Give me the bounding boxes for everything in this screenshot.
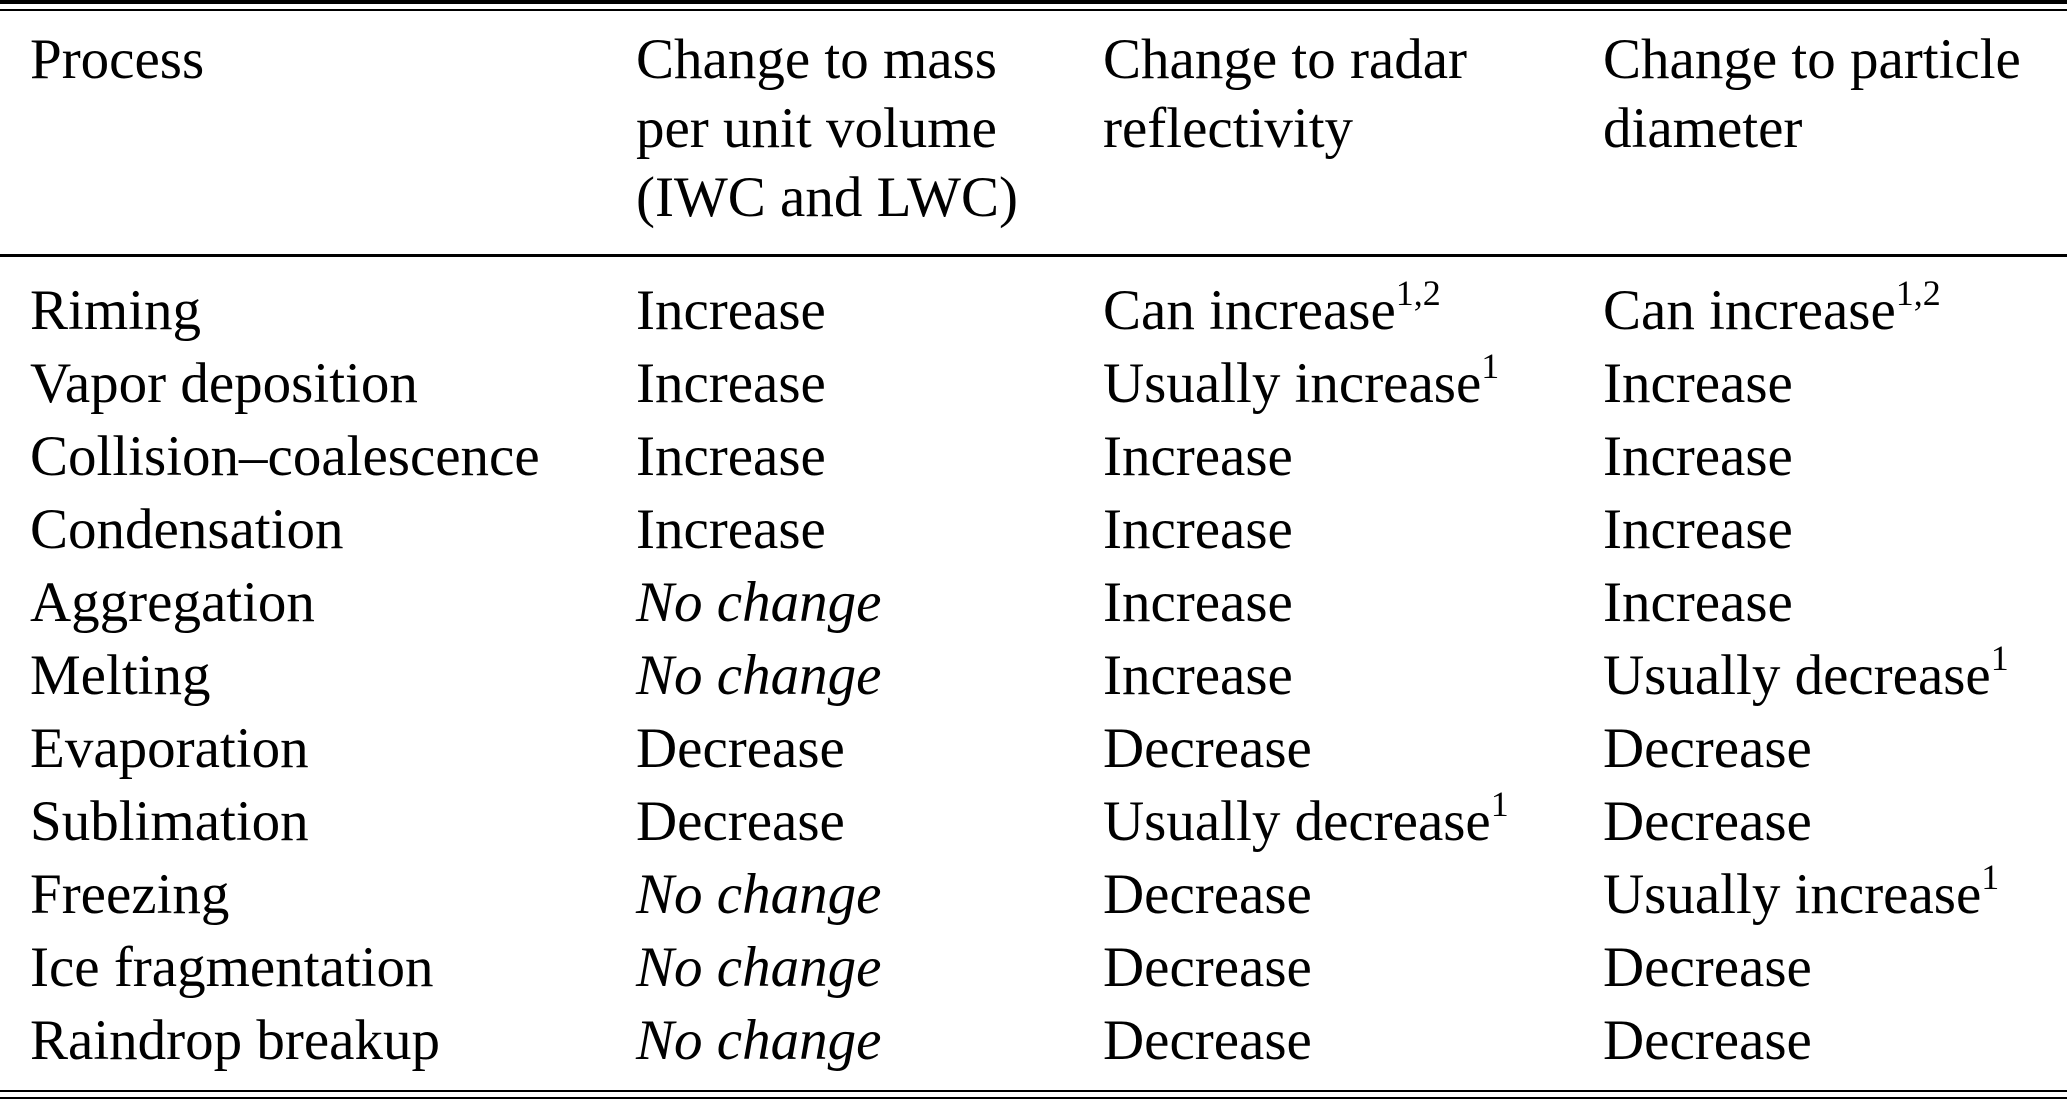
top-rule-thin [0, 9, 2067, 11]
footnote-marker: 1 [1481, 346, 1500, 387]
particle-diameter-cell: Decrease [1603, 790, 1812, 853]
particle-diameter-cell: Increase [1603, 498, 1793, 561]
table-row: Riming Increase Can increase1,2 Can increas… [0, 274, 2067, 347]
table-row: Evaporation Decrease Decrease Decrease [0, 712, 2067, 785]
mass-change-cell: Increase [636, 425, 826, 488]
footnote-marker: 1 [1981, 857, 2000, 898]
column-header-3: Change to particle diameter [1603, 28, 2021, 160]
column-header-2: Change to radar reflectivity [1103, 28, 1468, 160]
mass-change-cell: Decrease [636, 790, 845, 853]
radar-reflectivity-cell: Increase [1103, 644, 1293, 707]
particle-diameter-cell: Decrease [1603, 717, 1812, 780]
table-row: Aggregation No change Increase Increase [0, 566, 2067, 639]
radar-reflectivity-cell: Usually increase1 [1103, 346, 1500, 415]
radar-reflectivity-cell: Decrease [1103, 717, 1312, 780]
footnote-marker: 1,2 [1895, 273, 1941, 314]
table-header-row: Process Change to mass per unit volume (I… [0, 11, 2067, 232]
particle-diameter-cell: Can increase1,2 [1603, 273, 1941, 342]
particle-diameter-cell: Decrease [1603, 1009, 1812, 1072]
radar-reflectivity-cell: Increase [1103, 425, 1293, 488]
particle-diameter-cell: Increase [1603, 425, 1793, 488]
table-row: Sublimation Decrease Usually decrease1 Decr… [0, 785, 2067, 858]
radar-reflectivity-cell: Can increase1,2 [1103, 273, 1441, 342]
process-cell: Ice fragmentation [30, 936, 434, 999]
radar-reflectivity-cell: Decrease [1103, 1009, 1312, 1072]
radar-reflectivity-cell: Decrease [1103, 863, 1312, 926]
top-rule-thick [0, 0, 2067, 4]
footnote-marker: 1 [1990, 638, 2009, 679]
mass-change-cell: No change [636, 936, 882, 999]
table-row: Collision–coalescence Increase Increase Inc… [0, 420, 2067, 493]
mass-change-cell: Increase [636, 279, 826, 342]
mass-change-cell: Increase [636, 352, 826, 415]
process-cell: Aggregation [30, 571, 315, 634]
process-cell: Collision–coalescence [30, 425, 540, 488]
particle-diameter-cell: Decrease [1603, 936, 1812, 999]
radar-reflectivity-cell: Usually decrease1 [1103, 784, 1509, 853]
footnote-marker: 1 [1490, 784, 1509, 825]
mass-change-cell: No change [636, 1009, 882, 1072]
mass-change-cell: No change [636, 571, 882, 634]
process-cell: Vapor deposition [30, 352, 418, 415]
particle-diameter-cell: Usually increase1 [1603, 857, 2000, 926]
table-body: Riming Increase Can increase1,2 Can increas… [0, 274, 2067, 1077]
mass-change-cell: Decrease [636, 717, 845, 780]
radar-reflectivity-cell: Increase [1103, 571, 1293, 634]
footnote-marker: 1,2 [1395, 273, 1441, 314]
process-cell: Riming [30, 279, 202, 342]
process-cell: Sublimation [30, 790, 309, 853]
column-header-1: Change to mass per unit volume (IWC and … [636, 28, 1018, 229]
table-row: Ice fragmentation No change Decrease Decrea… [0, 931, 2067, 1004]
process-cell: Freezing [30, 863, 230, 926]
process-cell: Condensation [30, 498, 344, 561]
particle-diameter-cell: Increase [1603, 352, 1793, 415]
process-cell: Evaporation [30, 717, 309, 780]
process-cell: Raindrop breakup [30, 1009, 440, 1072]
table-row: Condensation Increase Increase Increase [0, 493, 2067, 566]
header-divider-rule [0, 254, 2067, 257]
mass-change-cell: No change [636, 644, 882, 707]
table-row: Freezing No change Decrease Usually increas… [0, 858, 2067, 931]
column-header-0: Process [30, 28, 205, 91]
bottom-rule-thick [0, 1097, 2067, 1099]
bottom-rule-thin [0, 1090, 2067, 1092]
radar-reflectivity-cell: Increase [1103, 498, 1293, 561]
table-row: Vapor deposition Increase Usually increase… [0, 347, 2067, 420]
mass-change-cell: Increase [636, 498, 826, 561]
mass-change-cell: No change [636, 863, 882, 926]
particle-diameter-cell: Usually decrease1 [1603, 638, 2009, 707]
process-cell: Melting [30, 644, 211, 707]
particle-diameter-cell: Increase [1603, 571, 1793, 634]
table-row: Melting No change Increase Usually decrease… [0, 639, 2067, 712]
table-row: Raindrop breakup No change Decrease Decreas… [0, 1004, 2067, 1077]
radar-reflectivity-cell: Decrease [1103, 936, 1312, 999]
